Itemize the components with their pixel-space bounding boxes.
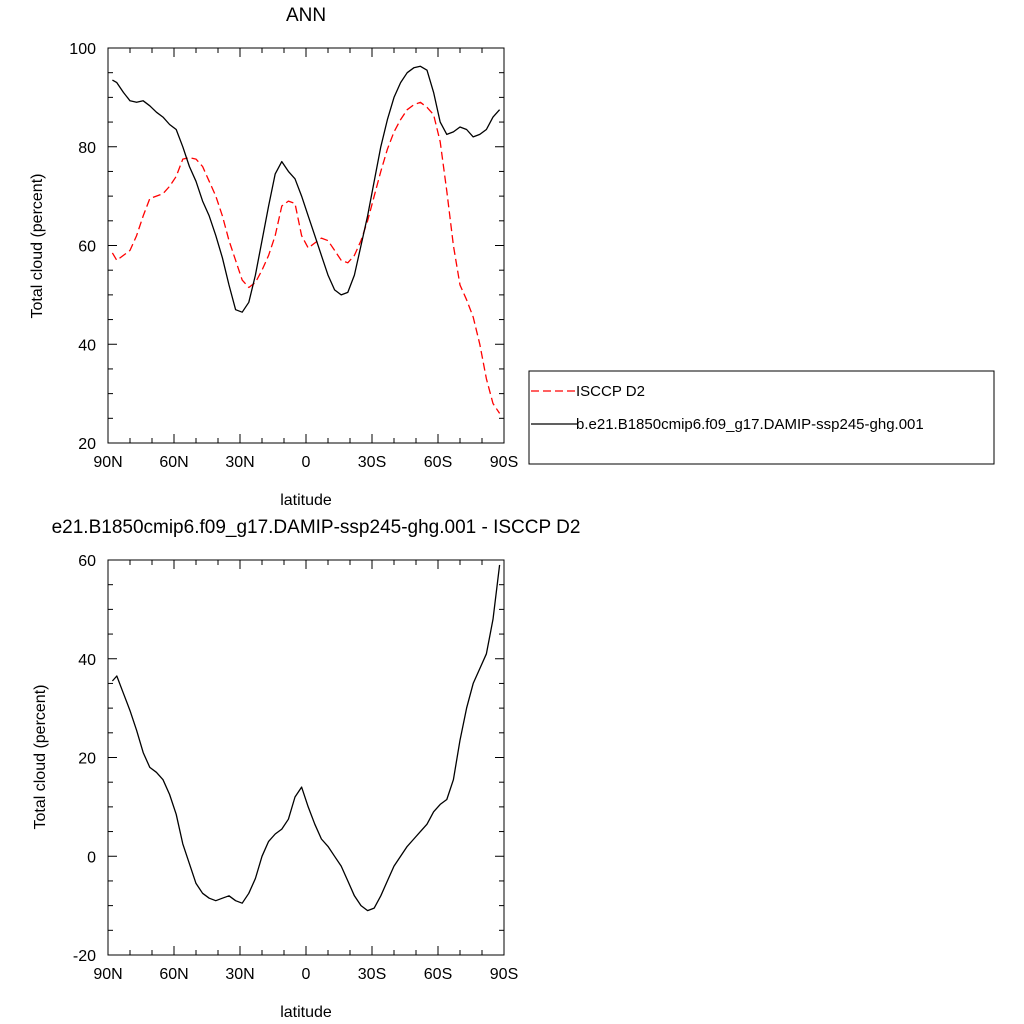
y-tick-label: 0	[87, 849, 96, 866]
series-line-1	[112, 65, 501, 313]
chart-title: e21.B1850cmip6.f09_g17.DAMIP-ssp245-ghg.…	[52, 517, 581, 538]
x-tick-label: 30S	[358, 454, 386, 471]
series-group	[111, 564, 501, 912]
chart-panel-top: ANN latitude Total cloud (percent) 90N 60…	[29, 5, 518, 509]
x-tick-label: 0	[302, 966, 311, 983]
legend: ISCCP D2 b.e21.B1850cmip6.f09_g17.DAMIP-…	[528, 370, 995, 465]
series-line-0	[111, 101, 501, 414]
x-tick-label: 90S	[490, 966, 518, 983]
y-tick-label: 20	[78, 751, 96, 768]
x-tick-label: 90N	[93, 966, 122, 983]
legend-box	[528, 370, 995, 465]
series-group	[111, 65, 501, 414]
tick-group: 90N 60N 30N 0 30S 60S 90S -20 0 20 40 60	[73, 553, 518, 983]
x-tick-label: 60N	[159, 966, 188, 983]
y-axis-label: Total cloud (percent)	[29, 174, 46, 319]
x-tick-label: 60N	[159, 454, 188, 471]
x-tick-label: 90N	[93, 454, 122, 471]
x-axis-label: latitude	[280, 492, 332, 509]
y-tick-label: 60	[78, 553, 96, 570]
y-tick-label: 100	[69, 41, 96, 58]
x-tick-label: 30S	[358, 966, 386, 983]
plot-frame	[107, 559, 505, 956]
y-tick-label: 20	[78, 436, 96, 453]
y-tick-label: 40	[78, 337, 96, 354]
plot-frame	[107, 47, 505, 444]
legend-entry-isccp: ISCCP D2	[576, 383, 645, 400]
x-tick-label: 0	[302, 454, 311, 471]
y-tick-label: 80	[78, 140, 96, 157]
y-tick-label: 40	[78, 652, 96, 669]
chart-panel-bottom: e21.B1850cmip6.f09_g17.DAMIP-ssp245-ghg.…	[32, 517, 580, 1021]
x-tick-label: 30N	[225, 454, 254, 471]
x-tick-label: 60S	[424, 966, 452, 983]
series-line-0	[111, 564, 501, 912]
x-tick-label: 30N	[225, 966, 254, 983]
y-tick-label: -20	[73, 948, 96, 965]
chart-title: ANN	[286, 5, 326, 26]
x-tick-label: 90S	[490, 454, 518, 471]
legend-entry-model: b.e21.B1850cmip6.f09_g17.DAMIP-ssp245-gh…	[576, 416, 924, 433]
tick-group: 90N 60N 30N 0 30S 60S 90S 20 40 60 80 100	[69, 41, 518, 471]
x-tick-label: 60S	[424, 454, 452, 471]
y-tick-label: 60	[78, 239, 96, 256]
x-axis-label: latitude	[280, 1004, 332, 1021]
y-axis-label: Total cloud (percent)	[32, 685, 49, 830]
